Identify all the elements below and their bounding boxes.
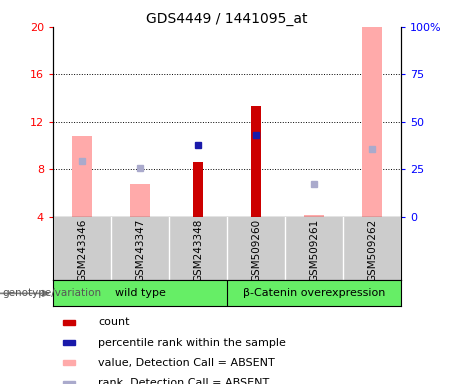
Text: GSM509261: GSM509261	[309, 219, 319, 282]
Bar	[304, 215, 324, 217]
Text: GSM509262: GSM509262	[367, 219, 377, 282]
Bar	[64, 381, 75, 384]
Bar	[64, 320, 75, 324]
Text: value, Detection Call = ABSENT: value, Detection Call = ABSENT	[98, 358, 275, 368]
Bar	[362, 27, 382, 217]
Bar	[64, 340, 75, 345]
Text: wild type: wild type	[115, 288, 165, 298]
Text: count: count	[98, 317, 130, 328]
Bar	[72, 136, 92, 217]
Text: GSM243348: GSM243348	[193, 219, 203, 282]
Text: GSM509260: GSM509260	[251, 219, 261, 282]
Text: percentile rank within the sample: percentile rank within the sample	[98, 338, 286, 348]
Bar	[193, 162, 203, 217]
Text: GSM243346: GSM243346	[77, 219, 87, 282]
Text: rank, Detection Call = ABSENT: rank, Detection Call = ABSENT	[98, 378, 270, 384]
Text: genotype/variation: genotype/variation	[2, 288, 101, 298]
Bar	[251, 106, 261, 217]
Text: GSM243347: GSM243347	[135, 219, 145, 282]
Text: β-Catenin overexpression: β-Catenin overexpression	[243, 288, 385, 298]
Title: GDS4449 / 1441095_at: GDS4449 / 1441095_at	[146, 12, 308, 26]
Bar	[64, 361, 75, 365]
Bar	[130, 184, 150, 217]
